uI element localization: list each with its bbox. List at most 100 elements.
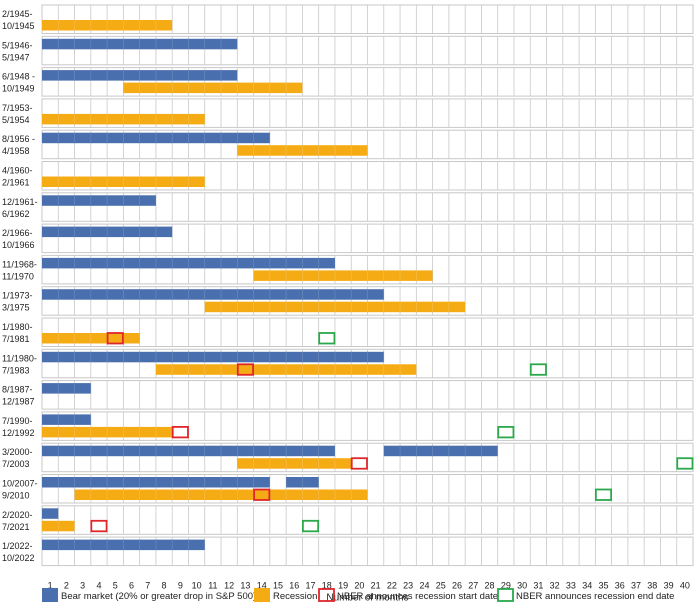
x-tick-label: 36 bbox=[615, 581, 625, 591]
row-label-end: 5/1947 bbox=[2, 52, 30, 62]
row-label-end: 2/1961 bbox=[2, 178, 30, 188]
row-label-start: 3/2000- bbox=[2, 447, 33, 457]
x-tick-label: 2 bbox=[64, 581, 69, 591]
chart-marks bbox=[42, 20, 694, 551]
x-tick-label: 11 bbox=[208, 581, 217, 591]
x-tick-label: 17 bbox=[306, 581, 316, 591]
row-label-end: 10/1966 bbox=[2, 240, 35, 250]
x-tick-label: 39 bbox=[664, 581, 674, 591]
row-label-end: 5/1954 bbox=[2, 115, 30, 125]
row-label-end: 12/1992 bbox=[2, 428, 35, 438]
x-tick-label: 33 bbox=[566, 581, 576, 591]
legend-label-nber-start: NBER announces recession start date bbox=[337, 591, 498, 602]
x-tick-label: 13 bbox=[240, 581, 250, 591]
x-tick-label: 18 bbox=[322, 581, 332, 591]
nber-end-marker bbox=[318, 332, 336, 345]
x-tick-label: 29 bbox=[501, 581, 511, 591]
bear-market-bar bbox=[42, 383, 91, 394]
row-label-start: 8/1956 - bbox=[2, 134, 35, 144]
x-tick-label: 4 bbox=[96, 581, 101, 591]
bear-market-bar bbox=[42, 289, 384, 300]
row-label-start: 5/1946- bbox=[2, 40, 33, 50]
row-label-end: 7/1981 bbox=[2, 334, 30, 344]
bear-market-bar bbox=[42, 414, 91, 425]
x-tick-label: 9 bbox=[178, 581, 183, 591]
row-label-start: 12/1961- bbox=[2, 197, 38, 207]
x-axis-title: Number of months bbox=[326, 593, 408, 604]
row-label-start: 11/1968- bbox=[2, 259, 37, 269]
bear-market-bar bbox=[383, 445, 498, 457]
row-label-start: 11/1980- bbox=[2, 353, 37, 363]
bear-market-bar bbox=[42, 351, 384, 363]
recession-bar bbox=[253, 270, 433, 281]
x-tick-label: 30 bbox=[517, 581, 527, 591]
x-tick-label: 10 bbox=[192, 581, 202, 591]
x-tick-label: 5 bbox=[113, 581, 118, 591]
row-label-end: 10/1949 bbox=[2, 84, 35, 94]
nber-start-marker bbox=[90, 519, 108, 533]
x-axis-ticks: 1 2 3 4 5 6 7 8 9 10 11 12 13 14 15 16 17 18 19 20 21 22 23 24 2… bbox=[48, 581, 690, 591]
x-tick-label: 20 bbox=[354, 581, 364, 591]
row-label-start: 2/2020- bbox=[2, 510, 33, 520]
row-label-start: 10/2007- bbox=[2, 479, 38, 489]
x-tick-label: 7 bbox=[145, 581, 150, 591]
row-label-end: 4/1958 bbox=[2, 146, 30, 156]
x-tick-label: 31 bbox=[533, 581, 543, 591]
nber-end-marker bbox=[676, 457, 694, 470]
row-label-start: 7/1990- bbox=[2, 416, 33, 426]
x-tick-label: 35 bbox=[598, 581, 608, 591]
row-label-end: 7/2003 bbox=[2, 459, 30, 469]
x-tick-label: 8 bbox=[162, 581, 167, 591]
legend-swatch-bear bbox=[42, 588, 58, 602]
nber-start-marker bbox=[171, 425, 189, 439]
x-tick-label: 21 bbox=[371, 581, 381, 591]
x-tick-label: 38 bbox=[647, 581, 657, 591]
legend: Bear market (20% or greater drop in S&P … bbox=[42, 588, 674, 602]
legend-label-recession: Recession bbox=[273, 591, 317, 602]
x-tick-label: 22 bbox=[387, 581, 397, 591]
row-label-end: 10/2022 bbox=[2, 553, 35, 563]
x-tick-label: 3 bbox=[80, 581, 85, 591]
bear-market-bar bbox=[42, 508, 59, 519]
nber-end-marker bbox=[301, 519, 320, 533]
row-label-start: 7/1953- bbox=[2, 103, 33, 113]
row-label-start: 4/1960- bbox=[2, 166, 33, 176]
x-tick-label: 40 bbox=[680, 581, 690, 591]
row-labels: 2/1945- 10/1945 5/1946- 5/1947 6/1948 - 10/19… bbox=[2, 9, 38, 563]
nber-start-marker bbox=[253, 488, 271, 501]
x-tick-label: 1 bbox=[48, 581, 53, 591]
row-label-start: 1/2022- bbox=[2, 541, 33, 551]
x-tick-label: 6 bbox=[129, 581, 134, 591]
row-label-start: 6/1948 - bbox=[2, 72, 35, 82]
recession-bar bbox=[237, 458, 352, 469]
row-label-end: 10/1945 bbox=[2, 21, 35, 31]
legend-label-nber-end: NBER announces recession end date bbox=[516, 591, 674, 602]
x-tick-label: 15 bbox=[273, 581, 283, 591]
legend-swatch-recession bbox=[254, 588, 270, 602]
x-tick-label: 32 bbox=[550, 581, 560, 591]
x-tick-label: 26 bbox=[452, 581, 462, 591]
nber-end-marker bbox=[594, 488, 613, 501]
x-tick-label: 14 bbox=[257, 581, 267, 591]
legend-swatch-nber-end bbox=[497, 588, 514, 602]
row-label-start: 2/1945- bbox=[2, 9, 33, 19]
nber-end-marker bbox=[529, 363, 547, 376]
x-tick-label: 24 bbox=[419, 581, 429, 591]
x-tick-label: 27 bbox=[468, 581, 478, 591]
x-tick-label: 34 bbox=[582, 581, 592, 591]
nber-start-marker bbox=[106, 332, 124, 345]
row-label-start: 8/1987- bbox=[2, 385, 33, 395]
row-label-end: 3/1975 bbox=[2, 303, 30, 313]
x-tick-label: 25 bbox=[436, 581, 446, 591]
x-tick-label: 28 bbox=[485, 581, 495, 591]
row-label-end: 12/1987 bbox=[2, 397, 35, 407]
nber-end-marker bbox=[497, 425, 515, 439]
row-label-end: 11/1970 bbox=[2, 271, 34, 281]
row-label-start: 2/1966- bbox=[2, 228, 33, 238]
x-tick-label: 37 bbox=[631, 581, 641, 591]
legend-label-bear: Bear market (20% or greater drop in S&P … bbox=[61, 591, 256, 602]
row-label-start: 1/1973- bbox=[2, 291, 33, 301]
nber-start-marker bbox=[350, 457, 368, 470]
x-tick-label: 19 bbox=[338, 581, 348, 591]
